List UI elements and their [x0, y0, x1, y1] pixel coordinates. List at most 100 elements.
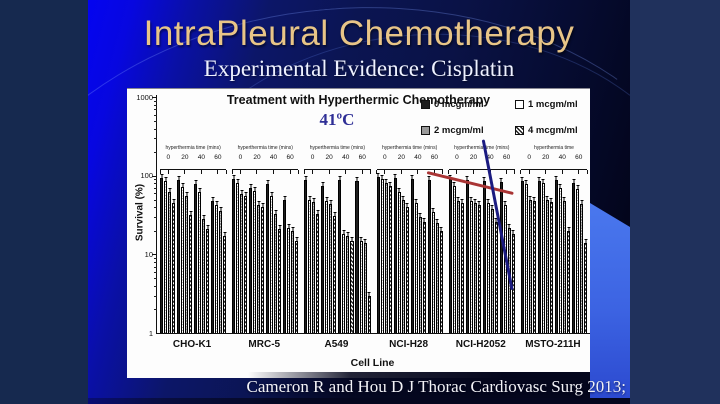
error-bar-cap	[388, 181, 392, 183]
error-bar-cap	[567, 226, 570, 228]
error-bar-cap	[473, 199, 477, 201]
cell-line-group: hyperthermia time (mins) 0 20 40 60	[446, 95, 518, 333]
mini-axis-tick	[442, 170, 444, 174]
time-subgroup	[321, 173, 337, 333]
mini-axis-tick	[159, 170, 161, 174]
group-tick-labels: 0 20 40 60	[304, 154, 370, 161]
error-bar	[267, 180, 269, 185]
cell-line-group: hyperthermia time (mins) 0 20 40 60	[229, 95, 301, 333]
error-bar	[326, 196, 328, 201]
error-bar-cap	[206, 225, 210, 227]
error-bar	[432, 207, 434, 212]
time-tick-label: 40	[269, 154, 278, 161]
group-axis-label: hyperthermia time	[533, 145, 574, 151]
error-bar-cap	[380, 175, 384, 177]
error-bar-cap	[431, 207, 435, 209]
y-major-tick	[152, 97, 157, 99]
cell-line-group: hyperthermia time (mins) 0 20 40 60	[301, 95, 373, 333]
y-tick-label: 1	[148, 328, 153, 338]
bar	[367, 291, 371, 333]
bar	[473, 199, 477, 333]
error-bar	[309, 195, 311, 200]
error-bar	[343, 230, 345, 235]
error-bar	[487, 199, 489, 204]
error-bar-cap	[261, 203, 265, 205]
bar	[215, 200, 219, 333]
error-bar-cap	[460, 199, 464, 201]
error-bar	[474, 199, 476, 204]
cell-line-label: NCI-H2052	[455, 339, 506, 350]
bar	[532, 196, 536, 333]
y-minor-tick	[154, 104, 157, 106]
group-tick-labels: 0 20 40 60	[521, 154, 587, 161]
error-bar	[271, 192, 273, 197]
error-bar	[195, 180, 197, 185]
error-bar-cap	[401, 195, 405, 197]
error-bar	[428, 176, 430, 181]
mini-axis-tick	[456, 170, 458, 174]
error-bar-cap	[232, 174, 236, 176]
error-bar-cap	[164, 177, 168, 179]
error-bar-cap	[486, 199, 490, 201]
time-tick-label: 40	[197, 154, 205, 161]
y-major-tick	[152, 175, 157, 177]
group-mini-axis	[520, 169, 588, 175]
bar	[211, 196, 215, 333]
mini-axis-tick	[345, 170, 347, 174]
time-tick-label: 40	[342, 154, 350, 161]
y-minor-tick	[154, 183, 157, 185]
bar	[329, 199, 333, 333]
error-bar	[415, 199, 417, 204]
error-bar	[573, 179, 574, 184]
error-bar	[563, 196, 565, 201]
error-bar	[284, 195, 286, 200]
error-bar	[533, 196, 535, 201]
error-bar	[165, 177, 167, 182]
error-bar	[173, 199, 175, 204]
y-minor-tick	[154, 266, 157, 268]
mini-axis-tick	[289, 170, 291, 174]
error-bar-cap	[346, 232, 350, 234]
error-bar	[436, 219, 438, 224]
bottom-shadow-strip	[88, 398, 630, 404]
error-bar	[237, 179, 239, 183]
error-bar	[394, 173, 396, 178]
plot-area: hyperthermia time (mins) 0 20 40 60 hyperther…	[152, 95, 590, 334]
error-bar	[258, 200, 260, 205]
error-bar	[581, 199, 583, 204]
bar	[448, 175, 452, 333]
error-bar-cap	[562, 196, 566, 198]
error-bar	[220, 206, 222, 211]
error-bar-cap	[584, 238, 588, 240]
slide-title: IntraPleural Chemotherapy	[143, 14, 575, 53]
bar	[401, 195, 405, 333]
error-bar	[542, 179, 544, 184]
bar	[308, 195, 312, 333]
error-bar-cap	[160, 173, 163, 175]
mini-axis-tick	[273, 170, 275, 174]
mini-axis-tick	[376, 170, 378, 174]
bar	[287, 223, 291, 333]
bar	[316, 209, 320, 333]
mini-axis-tick	[217, 170, 219, 174]
time-tick-label: 20	[397, 154, 405, 161]
diag-hatch-swatch-icon	[515, 126, 524, 135]
bar	[185, 192, 189, 333]
time-tick-label: 60	[286, 154, 294, 161]
bar	[477, 201, 481, 333]
bar	[164, 177, 168, 333]
group-mini-axis	[231, 169, 299, 175]
bar	[558, 184, 562, 333]
bar	[465, 176, 469, 333]
error-bar-cap	[215, 200, 219, 202]
error-bar	[250, 184, 252, 188]
legend-label: 1 mcgm/ml	[528, 99, 578, 110]
y-minor-tick	[154, 262, 157, 263]
y-tick-label: 1000	[136, 92, 153, 102]
y-minor-tick	[154, 100, 157, 102]
y-minor-tick	[154, 278, 157, 280]
time-subgroup	[499, 173, 515, 333]
y-minor-tick	[154, 128, 157, 130]
mini-axis-tick	[328, 170, 330, 174]
error-bar-cap	[405, 203, 409, 205]
